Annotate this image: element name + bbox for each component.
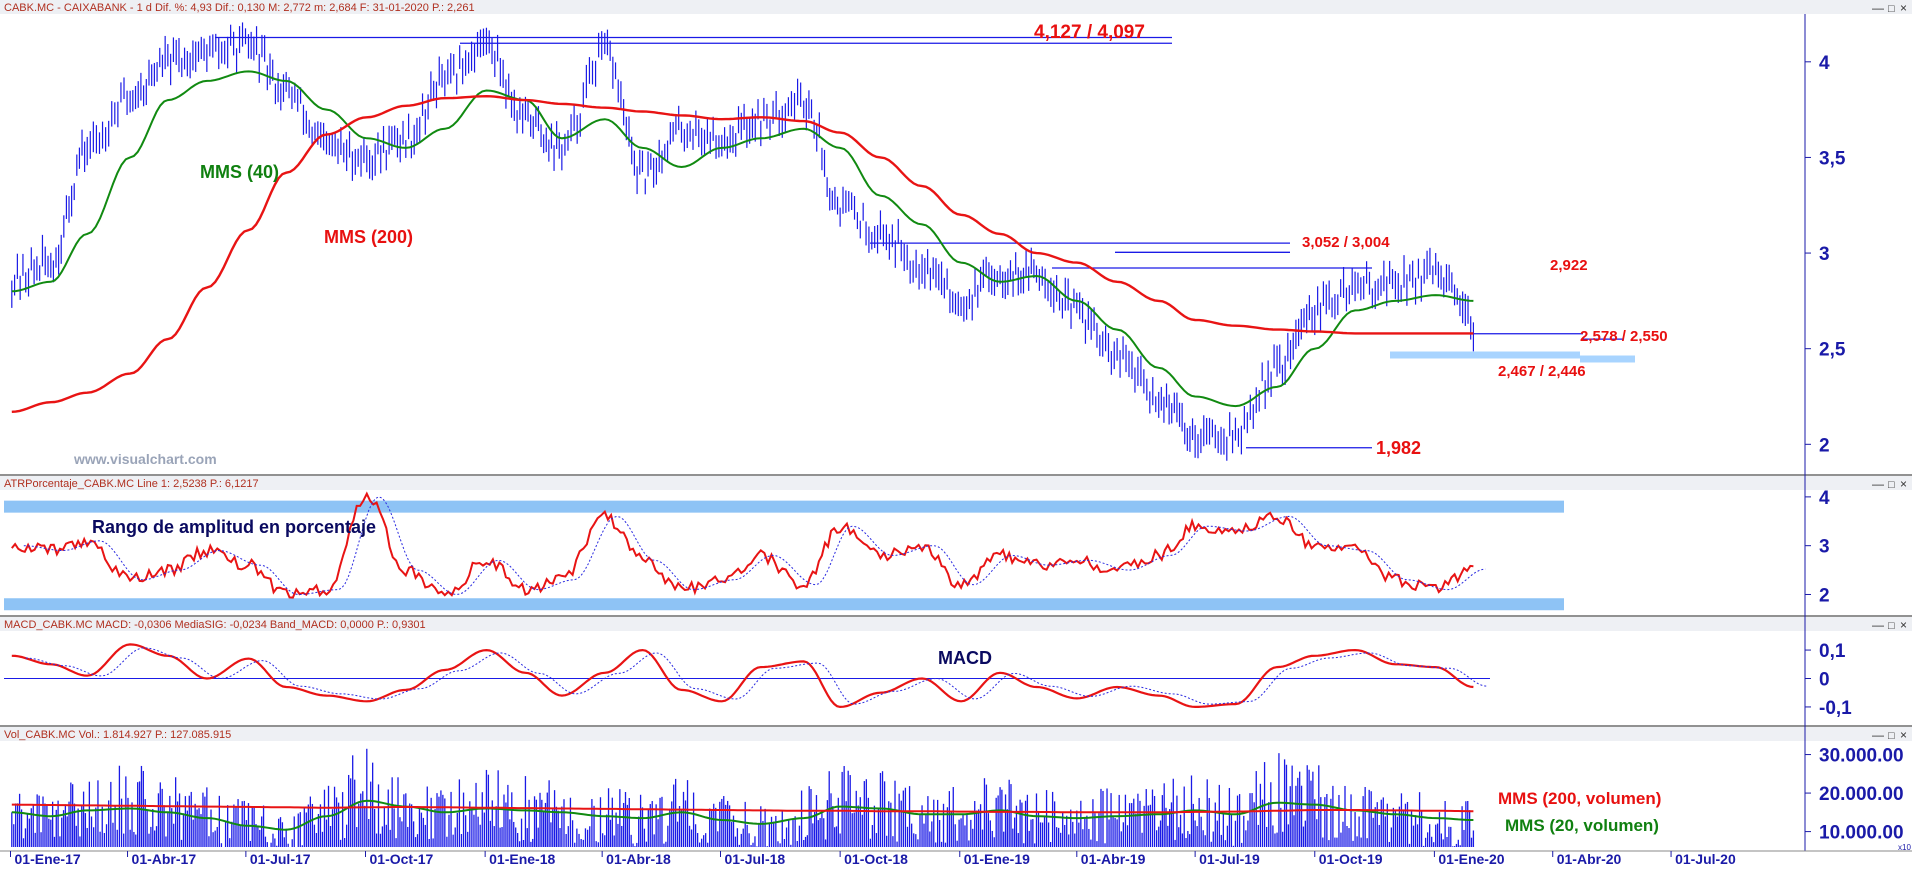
close-icon[interactable]: ×	[1900, 618, 1907, 632]
level-label-2467: 2,467 / 2,446	[1498, 363, 1586, 380]
atr-header-bar	[0, 476, 1912, 490]
date-label: 01-Jul-19	[1199, 851, 1260, 867]
watermark: www.visualchart.com	[73, 451, 217, 467]
level-label-3052: 3,052 / 3,004	[1302, 234, 1390, 251]
price-header-bar	[0, 0, 1912, 14]
date-label: 01-Jul-18	[724, 851, 785, 867]
y-tick-label: 3	[1819, 244, 1830, 265]
macd-header-bar	[0, 617, 1912, 631]
macd-title: MACD	[938, 648, 992, 668]
date-label: 01-Abr-20	[1557, 851, 1622, 867]
atr-window-buttons[interactable]: — □ ×	[1872, 477, 1907, 491]
macd-signal-line	[25, 647, 1488, 705]
price-header: CABK.MC - CAIXABANK - 1 d Dif. %: 4,93 D…	[4, 2, 475, 14]
y-tick-label: -0,1	[1819, 698, 1852, 719]
minimize-icon[interactable]: —	[1872, 1, 1884, 15]
minimize-icon[interactable]: —	[1872, 618, 1884, 632]
vol-mms200-label: MMS (200, volumen)	[1498, 789, 1661, 808]
level-label-2578: 2,578 / 2,550	[1580, 328, 1668, 345]
volume-panel[interactable]	[11, 748, 1475, 847]
maximize-icon[interactable]: □	[1888, 3, 1895, 15]
close-icon[interactable]: ×	[1900, 728, 1907, 742]
volume-header: Vol_CABK.MC Vol.: 1.814.927 P.: 127.085.…	[4, 729, 231, 741]
minimize-icon[interactable]: —	[1872, 728, 1884, 742]
y-tick-label: 2	[1819, 585, 1830, 606]
date-label: 01-Ene-20	[1438, 851, 1504, 867]
vol-mms20-line[interactable]	[11, 799, 1474, 831]
date-label: 01-Oct-18	[844, 851, 908, 867]
close-icon[interactable]: ×	[1900, 477, 1907, 491]
maximize-icon[interactable]: □	[1888, 730, 1895, 742]
y-tick-label: 4	[1819, 488, 1830, 509]
date-label: 01-Oct-19	[1319, 851, 1383, 867]
y-tick-label: 10.000.00	[1819, 823, 1904, 844]
y-tick-label: 20.000.00	[1819, 784, 1904, 805]
y-tick-label: 0,1	[1819, 641, 1846, 662]
macd-header: MACD_CABK.MC MACD: -0,0306 MediaSIG: -0,…	[4, 619, 426, 631]
volume-header-bar	[0, 727, 1912, 741]
date-label: 01-Jul-20	[1675, 851, 1736, 867]
atr-title: Rango de amplitud en porcentaje	[92, 517, 376, 537]
level-label-1982: 1,982	[1376, 438, 1421, 458]
macd-window-buttons[interactable]: — □ ×	[1872, 618, 1907, 632]
y-tick-label: 30.000.00	[1819, 746, 1904, 767]
date-label: 01-Jul-17	[250, 851, 311, 867]
level-label-2922: 2,922	[1550, 257, 1588, 274]
atr-band	[4, 500, 1564, 513]
close-icon[interactable]: ×	[1900, 1, 1907, 15]
price-panel[interactable]	[11, 22, 1635, 461]
mms200-line[interactable]	[11, 94, 1474, 413]
date-label: 01-Ene-19	[964, 851, 1030, 867]
panel-frames	[0, 0, 1912, 852]
macd-line[interactable]	[11, 643, 1474, 709]
atr-header: ATRPorcentaje_CABK.MC Line 1: 2,5238 P.:…	[4, 478, 259, 490]
maximize-icon[interactable]: □	[1888, 479, 1895, 491]
y-tick-label: 2	[1819, 435, 1830, 456]
vol-mms20-label: MMS (20, volumen)	[1505, 816, 1659, 835]
macd-panel[interactable]	[4, 643, 1490, 709]
atr-panel[interactable]	[4, 491, 1564, 611]
atr-band	[4, 598, 1564, 611]
y-tick-label: 0	[1819, 670, 1830, 691]
y-tick-label: 3,5	[1819, 148, 1846, 169]
minimize-icon[interactable]: —	[1872, 477, 1884, 491]
mms40-line[interactable]	[11, 70, 1474, 408]
mms200-label: MMS (200)	[324, 227, 413, 247]
y-tick-label: 3	[1819, 537, 1830, 558]
y-axes: 4 3,5 3 2,5 2 4 3 2 0,1 0 -0,1 30.000.00 20.000.00 10…	[1805, 53, 1904, 844]
date-label: 01-Oct-17	[370, 851, 434, 867]
vol-mms200-line[interactable]	[11, 803, 1474, 814]
level-label-top: 4,127 / 4,097	[1034, 22, 1145, 43]
date-label: 01-Abr-19	[1081, 851, 1146, 867]
date-label: 01-Ene-18	[489, 851, 555, 867]
date-label: 01-Abr-17	[132, 851, 197, 867]
atr-signal-line	[23, 496, 1486, 596]
date-label: 01-Ene-17	[15, 851, 81, 867]
date-axis: 01-Ene-17 01-Abr-17 01-Jul-17 01-Oct-17 01-E…	[10, 851, 1736, 867]
price-window-buttons[interactable]: — □ ×	[1872, 1, 1907, 15]
vol-unit-label: x10	[1898, 843, 1911, 852]
atr-line[interactable]	[11, 491, 1474, 599]
date-label: 01-Abr-18	[606, 851, 671, 867]
volume-window-buttons[interactable]: — □ ×	[1872, 728, 1907, 742]
y-tick-label: 4	[1819, 53, 1830, 74]
mms40-label: MMS (40)	[200, 162, 279, 182]
y-tick-label: 2,5	[1819, 340, 1846, 361]
maximize-icon[interactable]: □	[1888, 620, 1895, 632]
